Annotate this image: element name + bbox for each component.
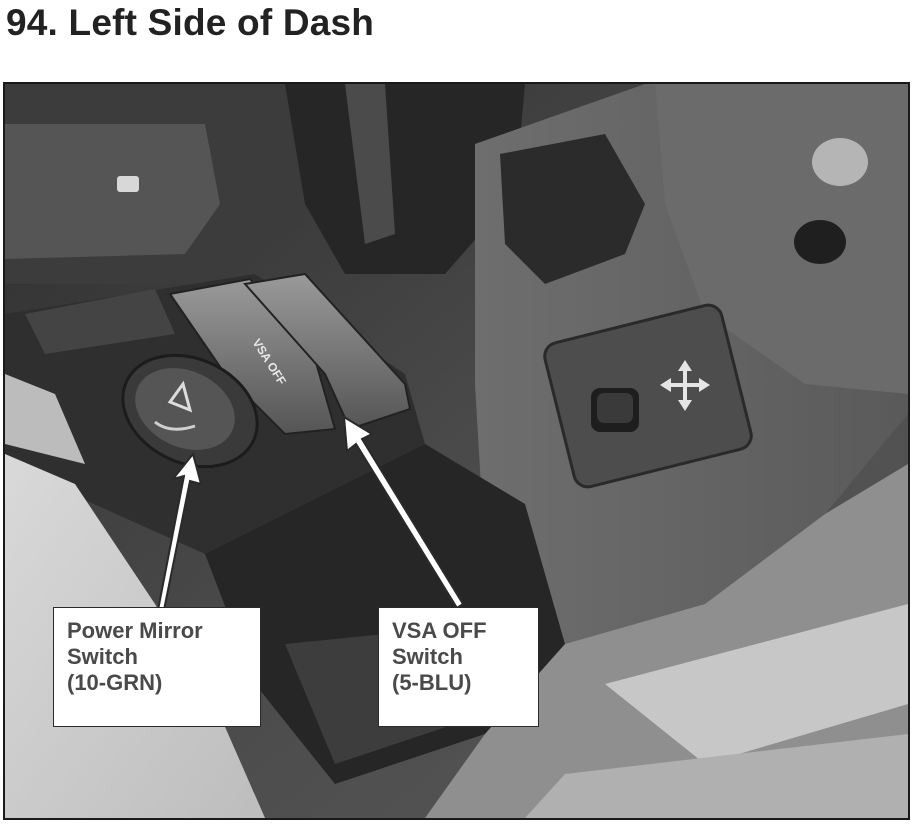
callout-line: Switch: [392, 644, 463, 669]
callout-arrow-mirror: [156, 451, 203, 611]
power-mirror-switch: [121, 353, 259, 469]
mirror-joystick: [543, 303, 753, 489]
dash-indicator-light: [117, 176, 139, 192]
vsa-off-switch-label: VSA OFF Switch (5-BLU): [378, 607, 539, 727]
page-title: 94. Left Side of Dash: [6, 2, 375, 43]
power-mirror-switch-label: Power Mirror Switch (10-GRN): [53, 607, 261, 727]
callout-line: (10-GRN): [67, 670, 163, 695]
callout-arrow-vsa: [342, 415, 465, 610]
callout-line: Switch: [67, 644, 138, 669]
callout-line: (5-BLU): [392, 670, 472, 695]
callout-line: VSA OFF: [392, 618, 487, 643]
callout-line: Power Mirror: [67, 618, 203, 643]
